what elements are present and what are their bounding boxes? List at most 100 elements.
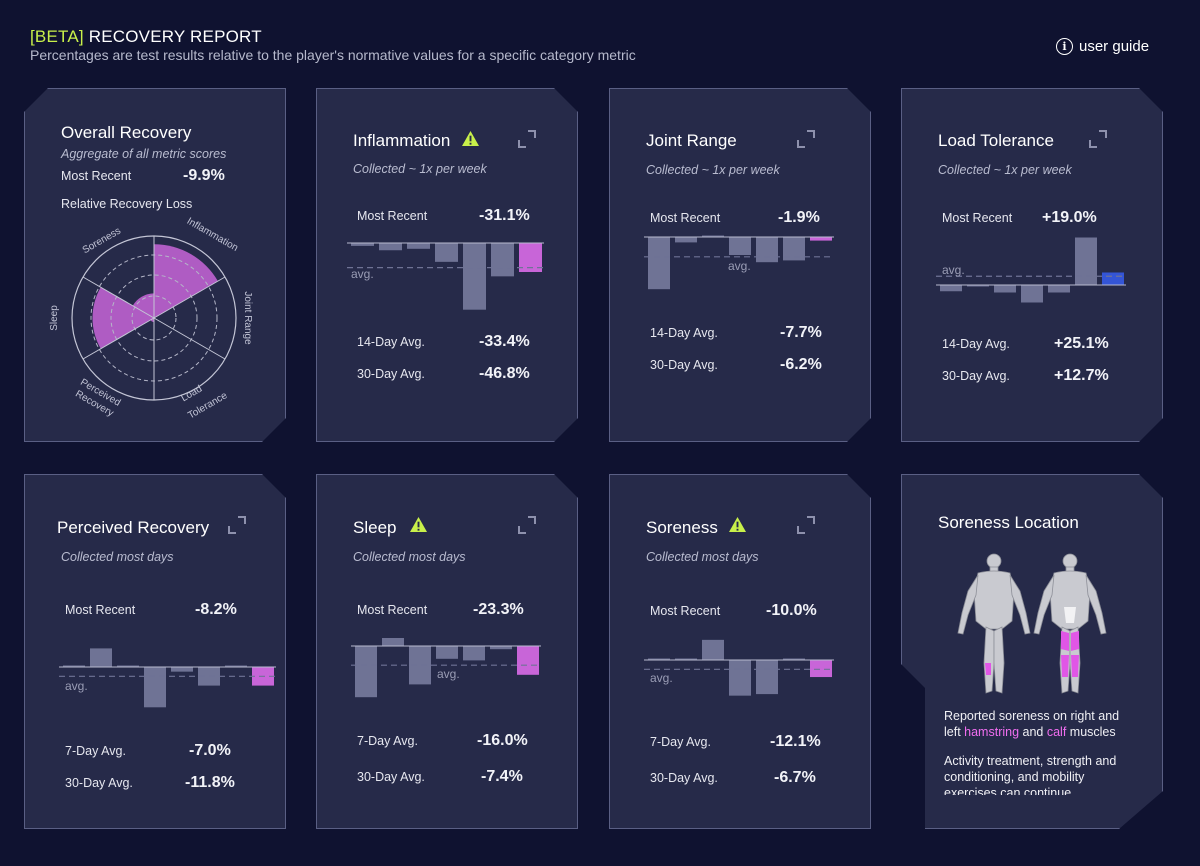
avg-label: avg. xyxy=(437,667,460,681)
expand-icon[interactable] xyxy=(227,515,247,535)
card-title: Sleep xyxy=(353,518,397,537)
bar-most-recent xyxy=(1102,273,1124,286)
bar xyxy=(355,646,377,697)
bar-most-recent xyxy=(810,237,832,241)
card-title: Soreness xyxy=(646,518,718,537)
soreness-location-card: Soreness Location xyxy=(901,474,1163,829)
expand-icon[interactable] xyxy=(517,515,537,535)
bar xyxy=(702,640,724,660)
warning-icon xyxy=(409,516,428,533)
back-left-hamstring-highlight xyxy=(1061,631,1069,651)
most-recent-label: Most Recent xyxy=(357,209,428,223)
inflammation-bar-chart xyxy=(317,235,579,315)
bar xyxy=(967,285,989,287)
user-guide-label: user guide xyxy=(1079,38,1150,55)
radar-axis xyxy=(154,318,225,359)
bar xyxy=(436,646,458,659)
hamstring-highlight-text: hamstring xyxy=(964,725,1020,739)
back-right-hamstring-highlight xyxy=(1071,631,1079,651)
radar-label-sleep: Sleep xyxy=(49,305,60,331)
avg-label: avg. xyxy=(728,259,751,273)
perceived-recovery-bar-chart xyxy=(25,639,287,709)
most-recent-value: -8.2% xyxy=(195,601,237,618)
bar xyxy=(144,667,166,707)
most-recent-label: Most Recent xyxy=(357,603,428,617)
bar xyxy=(756,660,778,694)
stat2-value: -6.2% xyxy=(780,356,822,373)
bar xyxy=(491,243,514,276)
warning-icon xyxy=(461,130,480,147)
bar xyxy=(648,237,670,289)
front-right-calf-highlight xyxy=(985,663,991,675)
bar xyxy=(490,646,512,649)
stat2-label: 30-Day Avg. xyxy=(650,771,718,785)
bar xyxy=(1075,238,1097,286)
overall-recovery-card: Overall Recovery Aggregate of all metric… xyxy=(24,88,286,442)
page-subtitle: Percentages are test results relative to… xyxy=(30,47,636,63)
most-recent-label: Most Recent xyxy=(61,169,132,183)
expand-icon[interactable] xyxy=(517,129,537,149)
page-title: [BETA] RECOVERY REPORT xyxy=(30,27,262,47)
bar xyxy=(940,285,962,291)
card-title: Inflammation xyxy=(353,131,451,150)
bar xyxy=(1021,285,1043,303)
user-guide-link[interactable]: i user guide xyxy=(1056,38,1149,55)
card-subtitle: Collected most days xyxy=(646,550,759,564)
most-recent-value: -23.3% xyxy=(473,601,524,618)
stat2-value: +12.7% xyxy=(1054,367,1109,384)
radar-title: Relative Recovery Loss xyxy=(61,197,193,211)
joint-range-card: Joint Range Collected ~ 1x per week Most… xyxy=(609,88,871,442)
info-icon: i xyxy=(1056,38,1073,55)
inflammation-card: Inflammation Collected ~ 1x per week Mos… xyxy=(316,88,578,442)
bar xyxy=(379,243,402,250)
radar-segment xyxy=(154,244,218,318)
bar xyxy=(648,659,670,661)
most-recent-value: -31.1% xyxy=(479,207,530,224)
radar-ring xyxy=(132,296,176,340)
warning-icon xyxy=(728,516,747,533)
most-recent-value: -1.9% xyxy=(778,209,820,226)
bar xyxy=(463,646,485,660)
bar-most-recent xyxy=(517,646,539,675)
sleep-card: Sleep Collected most days Most Recent -2… xyxy=(316,474,578,829)
soreness-bar-chart xyxy=(610,635,872,705)
card-subtitle: Collected most days xyxy=(353,550,466,564)
stat2-label: 30-Day Avg. xyxy=(357,367,425,381)
stat1-label: 7-Day Avg. xyxy=(357,734,418,748)
bar xyxy=(351,243,374,246)
desc-text: Reported soreness on right and left xyxy=(944,709,1120,739)
card-subtitle: Collected most days xyxy=(61,550,174,564)
load-tolerance-bar-chart xyxy=(902,229,1164,309)
soreness-description: Reported soreness on right and left hams… xyxy=(944,708,1134,740)
bar xyxy=(63,665,85,667)
card-title: Soreness Location xyxy=(938,513,1079,532)
stat1-label: 7-Day Avg. xyxy=(650,735,711,749)
most-recent-label: Most Recent xyxy=(650,211,721,225)
bar xyxy=(783,659,805,661)
body-map-back xyxy=(1030,551,1110,701)
stat1-value: -7.0% xyxy=(189,742,231,759)
bar xyxy=(729,237,751,255)
radar-label-inflammation: Inflammation xyxy=(185,216,240,254)
joint-range-bar-chart xyxy=(610,229,872,299)
most-recent-label: Most Recent xyxy=(942,211,1013,225)
perceived-recovery-card: Perceived Recovery Collected most days M… xyxy=(24,474,286,829)
bar xyxy=(409,646,431,684)
calf-highlight-text: calf xyxy=(1046,725,1067,739)
stat1-label: 7-Day Avg. xyxy=(65,744,126,758)
card-title: Load Tolerance xyxy=(938,131,1054,150)
expand-icon[interactable] xyxy=(796,515,816,535)
most-recent-value: +19.0% xyxy=(1042,209,1097,226)
activity-recommendation: Activity treatment, strength and conditi… xyxy=(944,754,1117,795)
bar xyxy=(435,243,458,262)
card-title: Joint Range xyxy=(646,131,737,150)
stat2-value: -46.8% xyxy=(479,365,530,382)
expand-icon[interactable] xyxy=(1088,129,1108,149)
most-recent-value: -9.9% xyxy=(183,167,225,184)
desc-text: and xyxy=(1019,725,1047,739)
bar xyxy=(994,285,1016,293)
bar-most-recent xyxy=(519,243,542,272)
stat1-label: 14-Day Avg. xyxy=(942,337,1010,351)
expand-icon[interactable] xyxy=(796,129,816,149)
most-recent-label: Most Recent xyxy=(650,604,721,618)
